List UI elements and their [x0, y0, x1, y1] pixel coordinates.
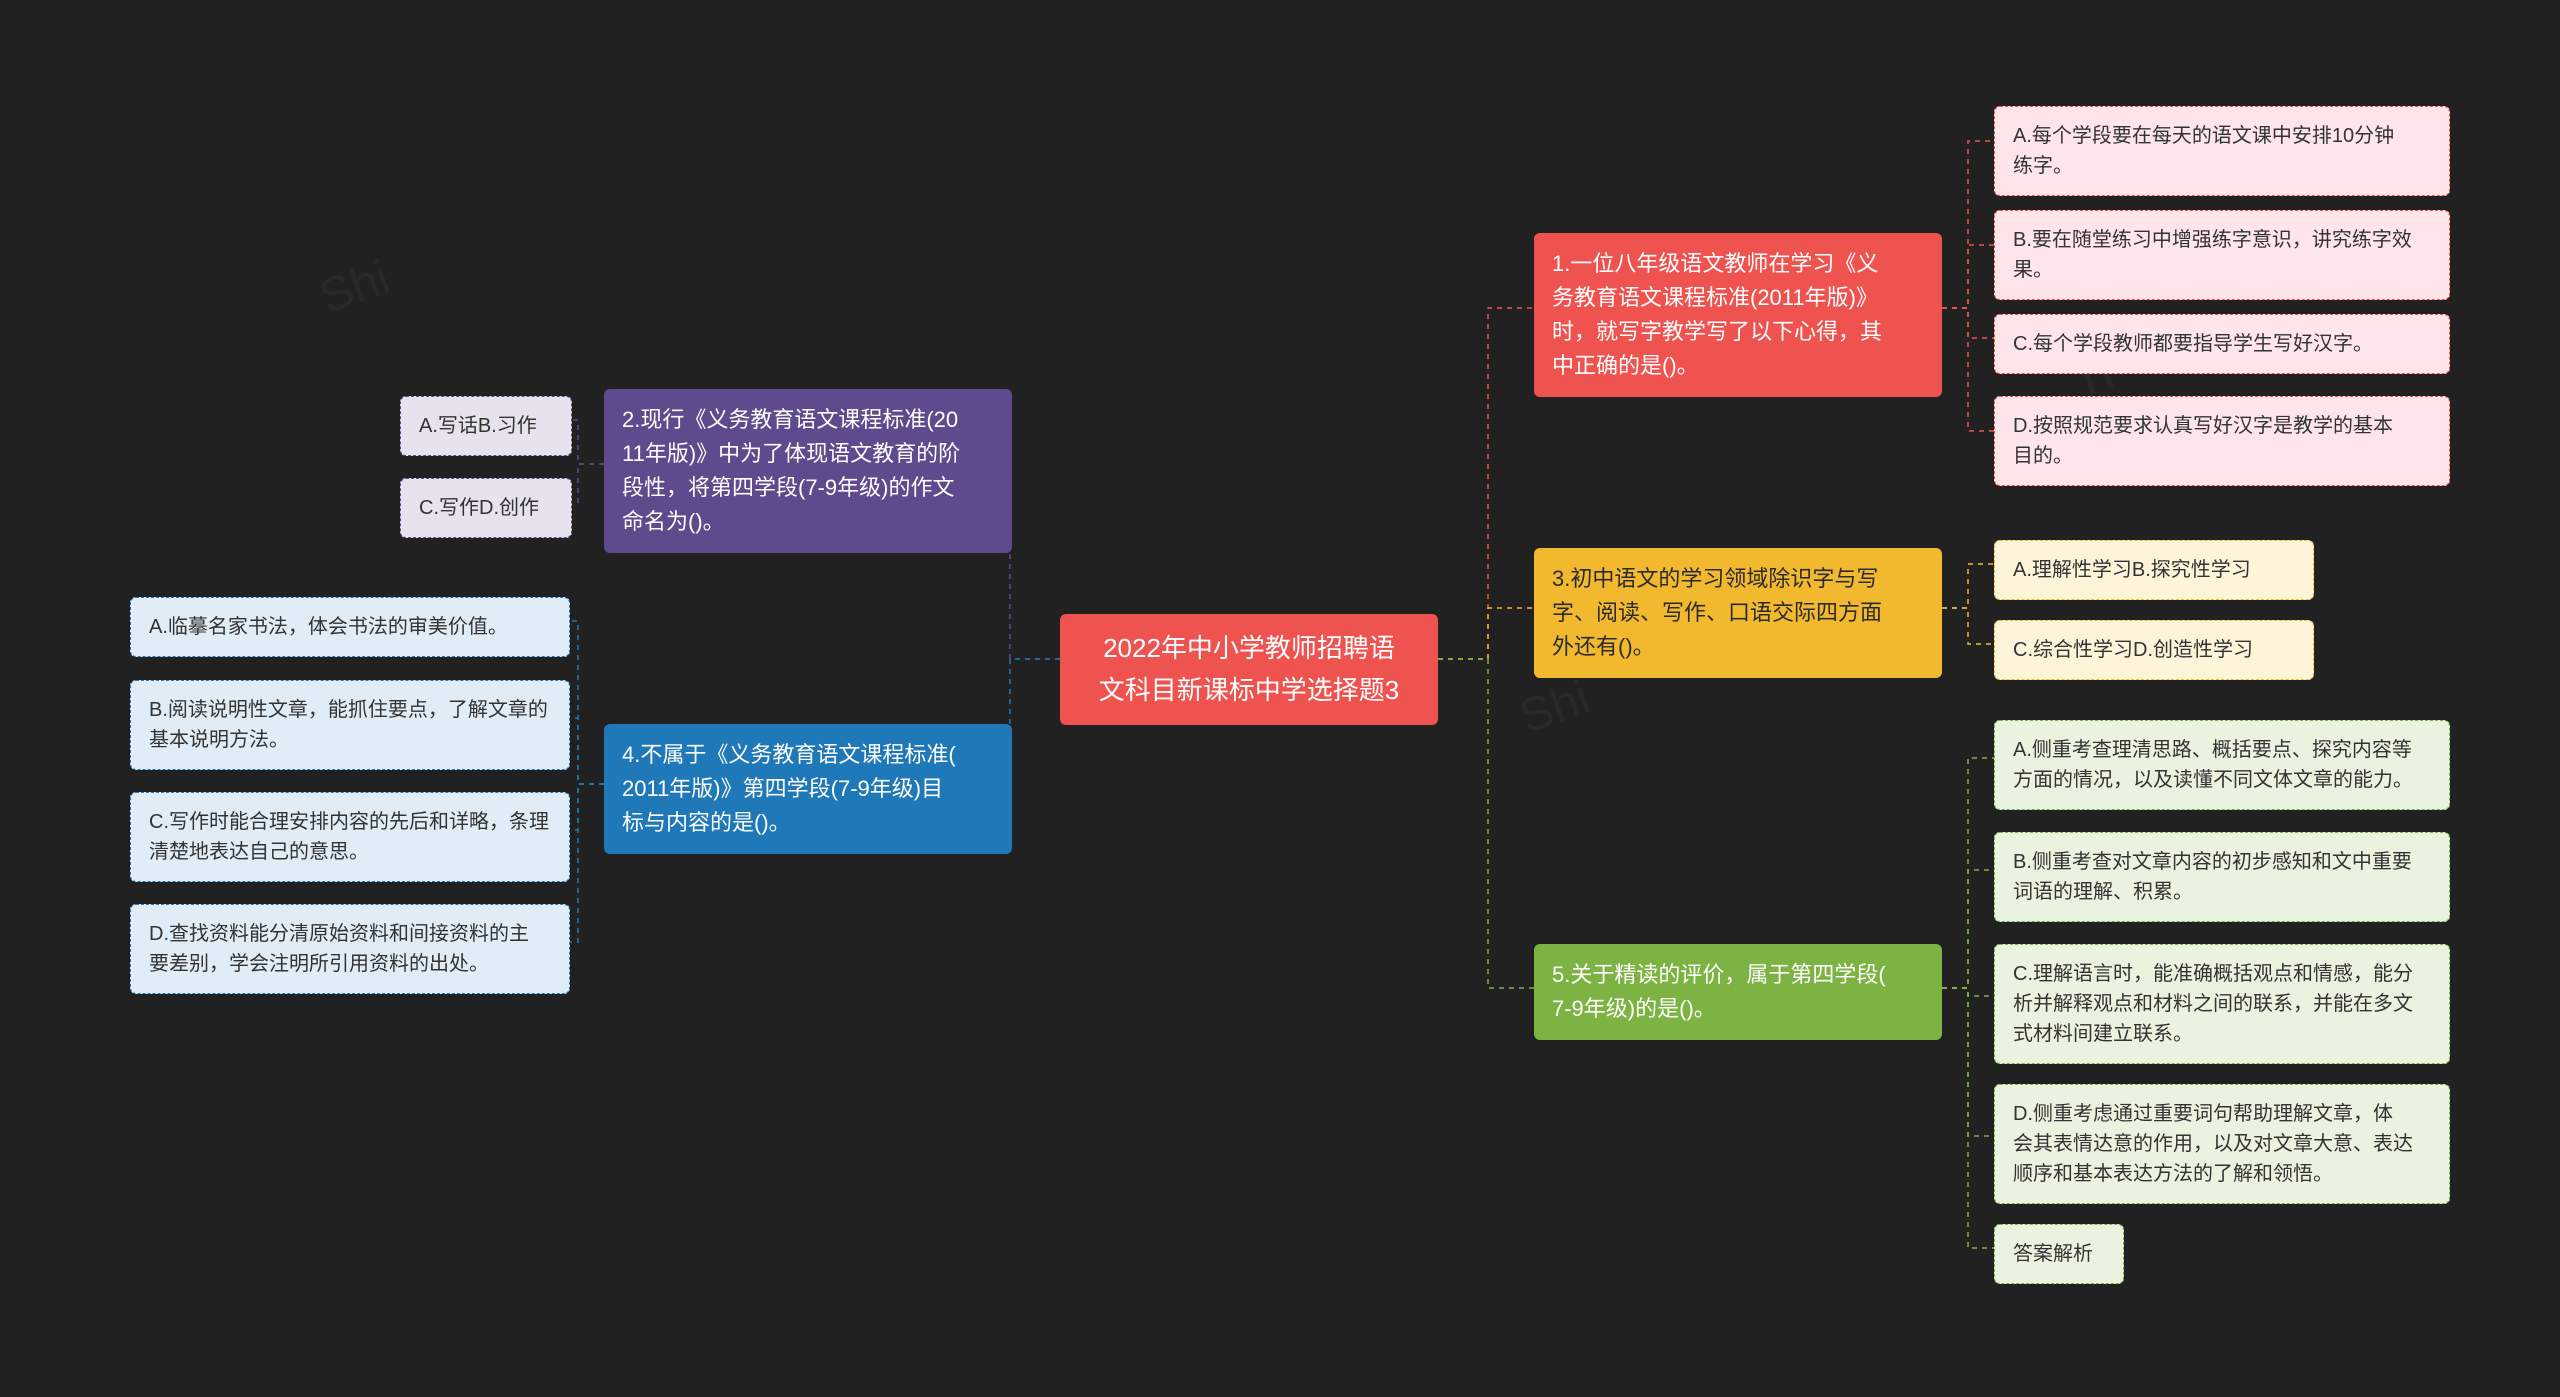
branch-q3: 3.初中语文的学习领域除识字与写字、阅读、写作、口语交际四方面外还有()。: [1534, 548, 1942, 678]
leaf-q1-1: B.要在随堂练习中增强练字意识，讲究练字效果。: [1994, 210, 2450, 300]
leaf-q1-3: D.按照规范要求认真写好汉字是教学的基本目的。: [1994, 396, 2450, 486]
leaf-q2-1: C.写作D.创作: [400, 478, 572, 538]
watermark: Shi: [1513, 670, 1597, 745]
leaf-q5-1: B.侧重考查对文章内容的初步感知和文中重要词语的理解、积累。: [1994, 832, 2450, 922]
branch-q2: 2.现行《义务教育语文课程标准(2011年版)》中为了体现语文教育的阶段性，将第…: [604, 389, 1012, 553]
watermark: Shi: [313, 250, 397, 325]
leaf-q3-0: A.理解性学习B.探究性学习: [1994, 540, 2314, 600]
leaf-q4-1: B.阅读说明性文章，能抓住要点，了解文章的基本说明方法。: [130, 680, 570, 770]
leaf-q5-3: D.侧重考虑通过重要词句帮助理解文章，体会其表情达意的作用，以及对文章大意、表达…: [1994, 1084, 2450, 1204]
branch-q5: 5.关于精读的评价，属于第四学段(7-9年级)的是()。: [1534, 944, 1942, 1040]
leaf-q1-2: C.每个学段教师都要指导学生写好汉字。: [1994, 314, 2450, 374]
leaf-q2-0: A.写话B.习作: [400, 396, 572, 456]
branch-q4: 4.不属于《义务教育语文课程标准(2011年版)》第四学段(7-9年级)目标与内…: [604, 724, 1012, 854]
leaf-q5-2: C.理解语言时，能准确概括观点和情感，能分析并解释观点和材料之间的联系，并能在多…: [1994, 944, 2450, 1064]
leaf-q5-0: A.侧重考查理清思路、概括要点、探究内容等方面的情况，以及读懂不同文体文章的能力…: [1994, 720, 2450, 810]
leaf-q4-3: D.查找资料能分清原始资料和间接资料的主要差别，学会注明所引用资料的出处。: [130, 904, 570, 994]
root-node: 2022年中小学教师招聘语文科目新课标中学选择题3: [1060, 614, 1438, 725]
leaf-q5-4: 答案解析: [1994, 1224, 2124, 1284]
leaf-q1-0: A.每个学段要在每天的语文课中安排10分钟练字。: [1994, 106, 2450, 196]
branch-q1: 1.一位八年级语文教师在学习《义务教育语文课程标准(2011年版)》时，就写字教…: [1534, 233, 1942, 397]
leaf-q3-1: C.综合性学习D.创造性学习: [1994, 620, 2314, 680]
leaf-q4-0: A.临摹名家书法，体会书法的审美价值。: [130, 597, 570, 657]
leaf-q4-2: C.写作时能合理安排内容的先后和详略，条理清楚地表达自己的意思。: [130, 792, 570, 882]
